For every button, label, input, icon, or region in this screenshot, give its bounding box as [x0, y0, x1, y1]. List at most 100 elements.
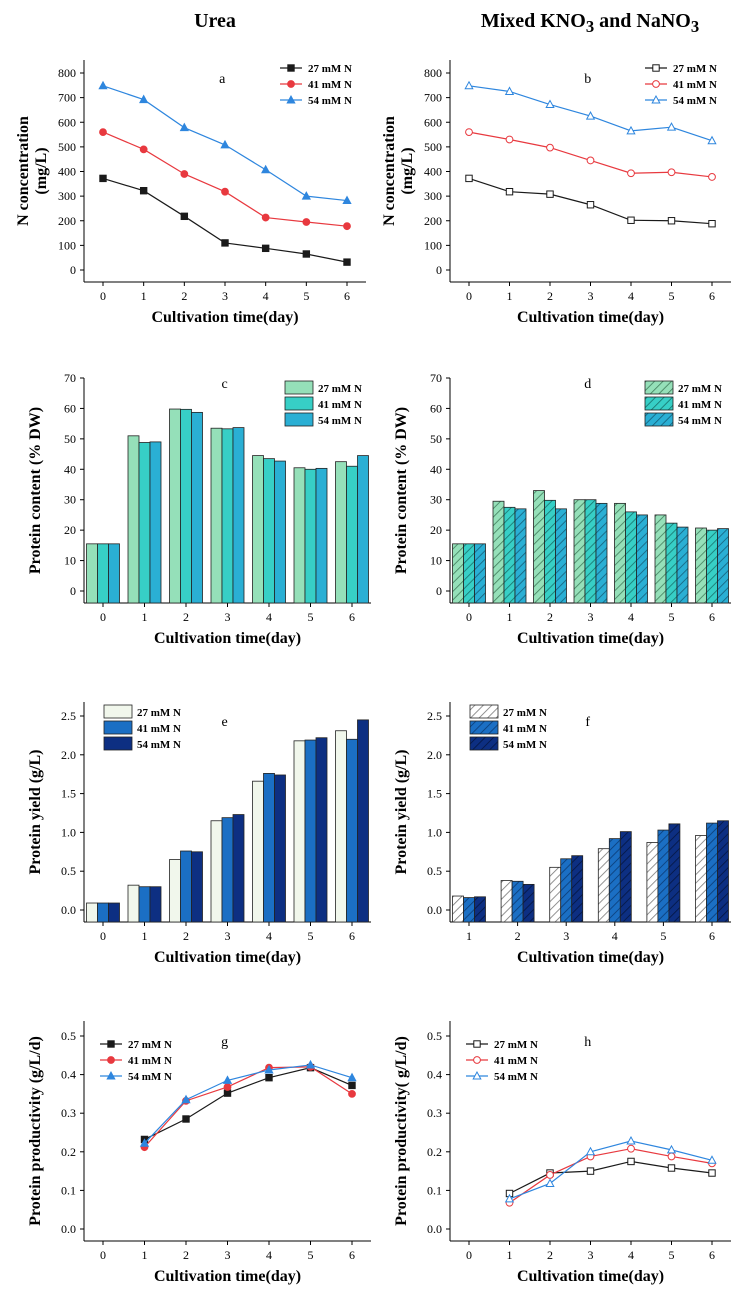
- x-tick-label: 2: [547, 1248, 553, 1262]
- y-tick-label: 0.3: [427, 1106, 442, 1120]
- x-tick-label: 0: [100, 289, 106, 303]
- x-tick-label: 1: [507, 289, 513, 303]
- bar: [463, 543, 475, 604]
- data-point: [180, 170, 189, 178]
- data-point: [627, 1157, 635, 1166]
- bar: [149, 886, 162, 923]
- chart-panel-g: 0.0 0.1 0.2 0.3 0.4 0.5 0 1 2 3 4 5 6 Cultivation tim…: [27, 1021, 371, 1285]
- bar: [346, 465, 358, 604]
- x-axis-label: Cultivation time(day): [517, 949, 664, 966]
- x-tick-label: 1: [142, 1248, 148, 1262]
- x-tick-label: 4: [263, 289, 269, 303]
- data-point: [667, 168, 676, 177]
- bar: [263, 773, 275, 923]
- x-axis-label: Cultivation time(day): [154, 630, 301, 647]
- data-point: [667, 1164, 676, 1172]
- y-tick-label: 0.5: [427, 864, 442, 878]
- x-tick-label: 5: [660, 929, 666, 943]
- legend-marker: [287, 64, 295, 72]
- bar: [263, 458, 275, 604]
- data-point: [343, 222, 351, 231]
- bar: [108, 543, 120, 604]
- bar: [97, 543, 109, 604]
- x-tick-label: 3: [225, 1248, 231, 1262]
- bar: [706, 822, 718, 923]
- legend-label: 54 mM N: [503, 739, 547, 751]
- x-tick-label: 3: [563, 929, 569, 943]
- bar: [232, 814, 245, 923]
- series-line: [144, 1067, 353, 1140]
- x-axis-label: Cultivation time(day): [154, 949, 301, 966]
- x-tick-label: 6: [709, 289, 715, 303]
- panel-letter: f: [585, 715, 590, 730]
- y-tick-label: 300: [58, 189, 76, 203]
- legend-label: 54 mM N: [308, 95, 352, 107]
- legend-swatch: [469, 720, 499, 735]
- x-tick-label: 6: [349, 1248, 355, 1262]
- bar: [706, 529, 718, 604]
- chart-panel-e: 0.0 0.5 1.0 1.5 2.0 2.5 0 1 2 3 4 5 6 Cultivation tim…: [27, 702, 371, 966]
- y-tick-label: 0.2: [427, 1145, 442, 1159]
- data-point: [264, 1064, 274, 1074]
- x-tick-label: 0: [466, 289, 472, 303]
- data-point: [139, 94, 149, 104]
- y-tick-label: 300: [424, 189, 442, 203]
- bar: [274, 460, 286, 604]
- x-tick-label: 0: [100, 929, 106, 943]
- x-tick-label: 5: [308, 1248, 314, 1262]
- series-line: [509, 1140, 713, 1200]
- y-tick-label: 100: [58, 238, 76, 252]
- x-tick-label: 6: [709, 610, 715, 624]
- legend-label: 27 mM N: [494, 1039, 538, 1051]
- data-point: [627, 216, 635, 224]
- legend-swatch: [644, 396, 674, 411]
- bar: [717, 820, 729, 923]
- x-tick-label: 2: [547, 289, 553, 303]
- bar: [657, 829, 670, 923]
- y-tick-label: 500: [424, 140, 442, 154]
- y-tick-label: 0.1: [61, 1183, 76, 1197]
- x-tick-label: 1: [507, 1248, 513, 1262]
- y-tick-label: 1.5: [427, 787, 442, 801]
- x-axis-label: Cultivation time(day): [517, 309, 664, 326]
- legend-marker: [286, 94, 296, 104]
- chart-panel-d: 0 10 20 30 40 50 60 70 0 1 2 3 4 5 6 Cultivation time(d…: [393, 371, 731, 647]
- x-tick-label: 5: [669, 1248, 675, 1262]
- x-tick-label: 4: [628, 1248, 634, 1262]
- data-point: [504, 86, 515, 95]
- y-tick-label: 800: [58, 66, 76, 80]
- legend-marker: [287, 80, 295, 88]
- panel-letter: b: [584, 72, 591, 87]
- bar: [252, 780, 264, 923]
- x-tick-label: 2: [183, 929, 189, 943]
- y-tick-label: 400: [424, 165, 442, 179]
- data-point: [182, 1115, 190, 1123]
- bar: [668, 823, 681, 923]
- data-point: [667, 1152, 676, 1161]
- panel-letter: h: [584, 1035, 591, 1050]
- x-tick-label: 2: [547, 610, 553, 624]
- data-point: [221, 239, 229, 247]
- data-point: [342, 195, 352, 205]
- x-tick-label: 1: [142, 610, 148, 624]
- y-tick-label: 0: [70, 584, 76, 598]
- data-point: [666, 1144, 677, 1154]
- data-point: [221, 187, 229, 196]
- y-axis-label: Protein content (% DW): [393, 407, 410, 574]
- legend-swatch: [103, 720, 133, 735]
- bar: [492, 500, 505, 604]
- x-tick-label: 5: [303, 289, 309, 303]
- bar: [619, 831, 632, 923]
- data-point: [302, 218, 311, 226]
- bar: [654, 514, 667, 604]
- bar: [514, 508, 527, 604]
- x-tick-label: 3: [222, 289, 228, 303]
- data-point: [223, 1083, 232, 1091]
- legend-marker: [107, 1056, 115, 1064]
- y-axis-label: Protein productivity (g/L/d): [27, 1036, 44, 1226]
- data-point: [708, 173, 716, 181]
- x-tick-label: 2: [183, 610, 189, 624]
- data-point: [505, 187, 514, 196]
- bar: [191, 851, 203, 923]
- chart-panel-b: 0 100 200 300 400 500 600 700 800 0 1 2 3 4 5 6 Cultivat…: [381, 60, 731, 326]
